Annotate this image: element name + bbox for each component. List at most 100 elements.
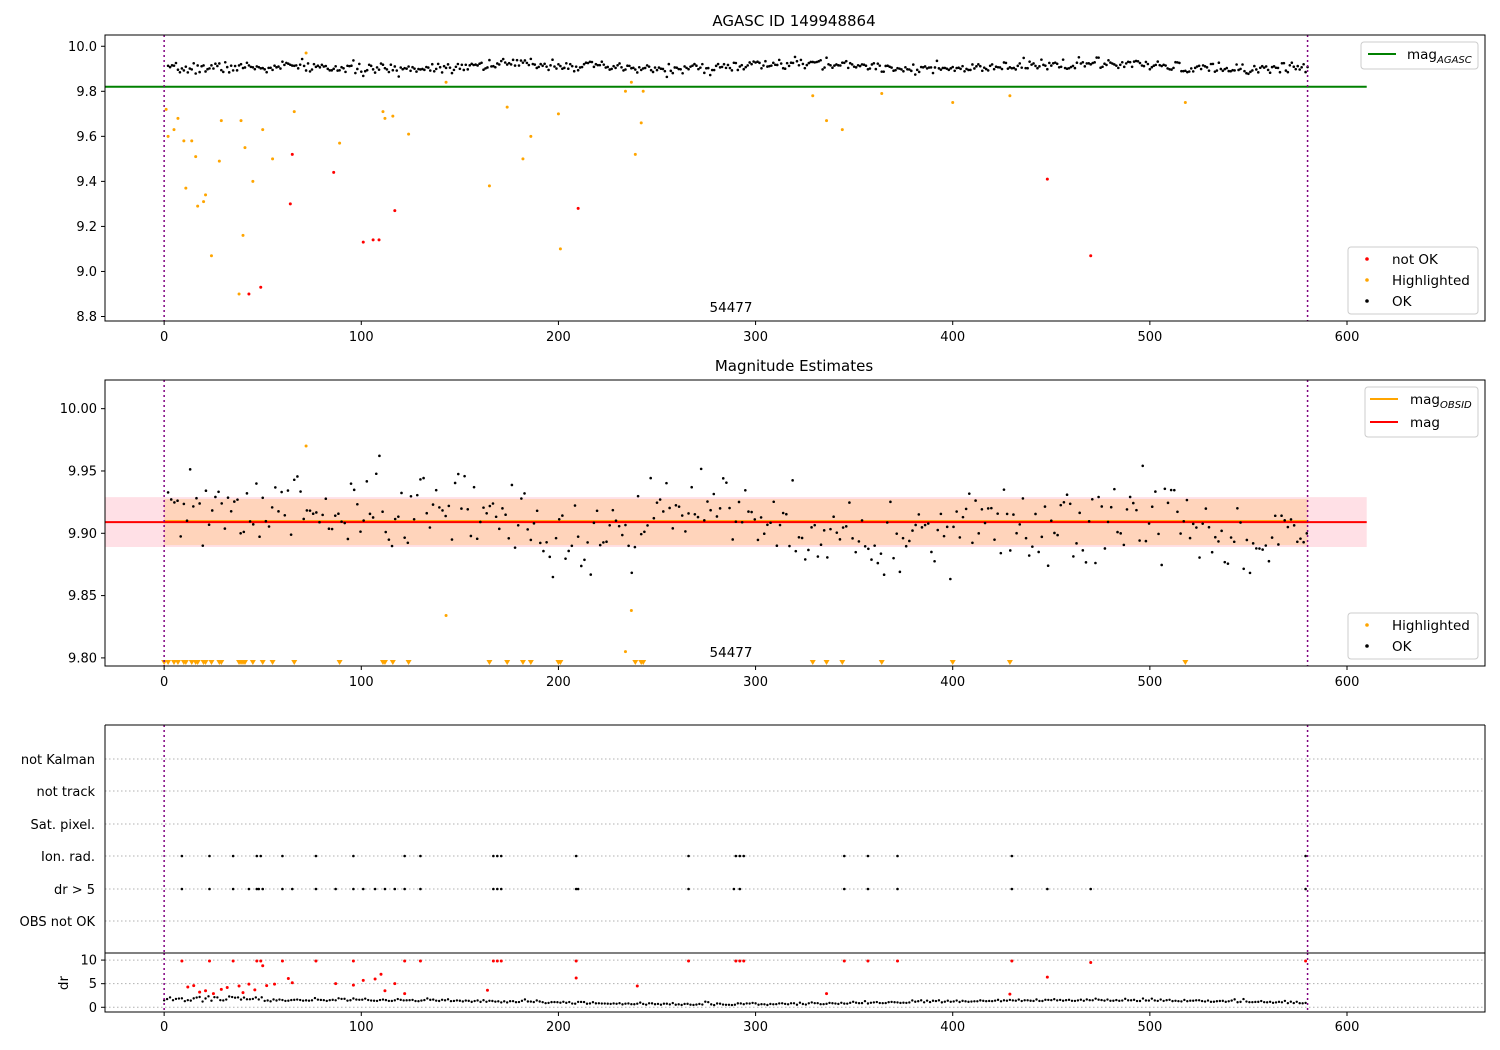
x-tick-label: 300	[743, 330, 768, 345]
ok-point	[374, 472, 378, 476]
ok-point	[901, 536, 905, 540]
highlighted-point	[219, 119, 223, 123]
highlighted-out-of-range-marker	[949, 660, 956, 665]
ok-point	[1152, 64, 1156, 68]
dr-point	[1067, 998, 1071, 1002]
ok-point	[982, 66, 986, 69]
highlighted-point	[304, 444, 308, 448]
legend-bottom: Highlighted OK	[1347, 612, 1479, 660]
obsid-label: 54477	[710, 645, 753, 661]
ok-point	[1273, 514, 1277, 518]
ok-point	[1201, 522, 1204, 525]
ok-point	[693, 512, 697, 516]
dr-point	[798, 1001, 802, 1004]
ok-point	[265, 70, 268, 74]
dr-point	[467, 999, 470, 1003]
ok-point	[1142, 64, 1146, 68]
dr-point	[553, 1000, 556, 1004]
dr-point	[1206, 999, 1210, 1002]
dr-point	[396, 997, 399, 1001]
ok-point	[255, 65, 259, 68]
dr-point	[290, 998, 293, 1002]
ok-point	[1274, 66, 1278, 70]
dr-point	[979, 999, 982, 1002]
dr-point	[204, 997, 207, 1000]
ok-point	[1144, 539, 1148, 543]
legend-highlighted-marker	[1365, 278, 1369, 282]
ok-point	[306, 62, 310, 65]
dr-point	[177, 997, 181, 1000]
dr-point	[1094, 997, 1097, 1000]
ok-point	[576, 535, 580, 538]
dr-point	[452, 999, 456, 1003]
ok-point	[543, 62, 546, 66]
dr-outlier-point	[742, 959, 746, 963]
ok-point	[460, 507, 463, 510]
dr-point	[807, 1002, 810, 1005]
dr-point	[1242, 997, 1245, 1001]
ok-point	[226, 496, 230, 499]
dr-point	[523, 998, 527, 1001]
ok-point	[1255, 547, 1258, 550]
ok-point	[1116, 530, 1119, 534]
dr-point	[183, 999, 187, 1003]
highlighted-point	[196, 204, 200, 208]
dr-point	[902, 1001, 905, 1004]
ok-point	[605, 540, 608, 544]
dr-point	[455, 999, 459, 1002]
ok-point	[1242, 567, 1245, 571]
dr-point	[674, 1003, 677, 1006]
ok-point	[885, 521, 889, 524]
ok-point	[166, 64, 170, 68]
ok-point	[974, 499, 977, 502]
ok-point	[299, 490, 302, 493]
dr-point	[1070, 999, 1074, 1002]
ok-point	[793, 55, 797, 59]
dr-point	[795, 1003, 799, 1006]
y-tick-label: 8.8	[76, 310, 97, 325]
dr-point	[1005, 999, 1009, 1002]
ok-point	[1125, 508, 1129, 511]
highlighted-out-of-range-marker	[188, 660, 195, 665]
ok-point	[1018, 62, 1022, 65]
ok-point	[740, 63, 744, 67]
dr-point	[949, 1000, 952, 1004]
ok-point	[986, 507, 990, 510]
highlighted-point	[202, 200, 206, 204]
legend-ok-marker	[1365, 644, 1369, 648]
dr-point	[843, 1002, 846, 1005]
ok-point	[441, 509, 444, 512]
ok-point	[1083, 65, 1087, 68]
ok-point	[737, 500, 741, 504]
ok-point	[259, 67, 263, 70]
highlighted-out-of-range-marker	[519, 660, 526, 665]
ok-point	[1157, 532, 1160, 536]
ok-point	[454, 65, 458, 69]
ok-point	[630, 571, 634, 575]
ok-point	[1115, 64, 1118, 67]
ok-point	[174, 61, 178, 65]
x-tick-label: 100	[349, 1020, 374, 1035]
ok-point	[602, 63, 606, 66]
ok-point	[674, 504, 678, 507]
highlighted-out-of-range-marker	[249, 660, 256, 665]
dr-point	[727, 1003, 731, 1007]
ok-point	[359, 70, 363, 73]
ok-point	[902, 69, 905, 73]
ok-point	[425, 511, 429, 515]
legend-ok-marker	[1365, 299, 1369, 303]
ok-point	[468, 64, 472, 67]
ok-point	[748, 61, 751, 64]
dr-point	[461, 1000, 465, 1003]
dr-point	[772, 1003, 775, 1006]
ok-point	[322, 65, 326, 68]
dr-point	[565, 1001, 568, 1005]
ok-point	[292, 64, 296, 68]
ok-point	[1105, 63, 1108, 67]
highlighted-out-of-range-marker	[165, 660, 172, 665]
ok-point	[535, 66, 539, 70]
legend-highlighted-label: Highlighted	[1392, 273, 1470, 289]
highlighted-out-of-range-marker	[259, 660, 266, 665]
flag-point	[1304, 854, 1307, 858]
ok-point	[811, 60, 815, 64]
